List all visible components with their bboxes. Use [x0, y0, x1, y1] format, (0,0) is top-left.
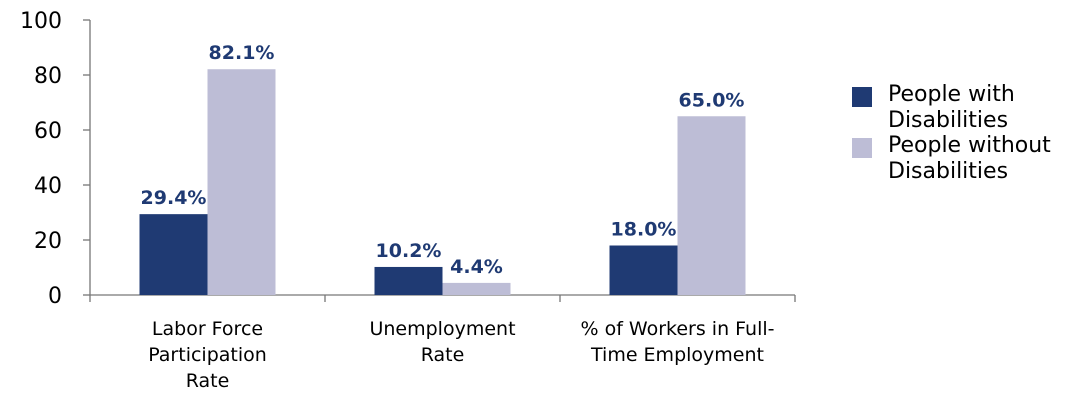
- bars: [139, 69, 746, 295]
- legend-label-line: People with: [888, 82, 1015, 107]
- x-category-label-line: Time Employment: [590, 344, 764, 366]
- y-tick-label: 100: [20, 9, 62, 34]
- y-tick-label: 0: [48, 284, 62, 309]
- x-category-label-line: Unemployment: [369, 318, 515, 340]
- bar: [207, 69, 276, 295]
- y-tick-label: 40: [34, 174, 62, 199]
- legend-label: People with Disabilities: [888, 82, 1015, 133]
- x-category-label: Unemployment Rate: [369, 318, 515, 366]
- legend-swatch: [852, 87, 872, 107]
- data-label: 10.2%: [376, 240, 442, 262]
- x-category-label-line: % of Workers in Full-: [580, 318, 774, 340]
- axes: 0 20 40 60 80 100 Labor Force Participation Rate…: [20, 9, 796, 392]
- data-labels: 29.4% 82.1% 10.2% 4.4% 18.0% 65.0%: [141, 42, 745, 278]
- data-label: 82.1%: [209, 42, 275, 64]
- bar: [374, 266, 443, 295]
- bar: [442, 282, 511, 295]
- x-category-label-line: Rate: [186, 370, 230, 392]
- legend-label-line: People without: [888, 133, 1051, 158]
- data-label: 65.0%: [679, 89, 745, 111]
- x-category-label-line: Rate: [421, 344, 465, 366]
- y-tick-label: 20: [34, 229, 62, 254]
- legend-swatch: [852, 138, 872, 158]
- y-tick-label: 60: [34, 119, 62, 144]
- y-tick-label: 80: [34, 64, 62, 89]
- x-category-label: Labor Force Participation Rate: [148, 318, 267, 392]
- legend-label-line: Disabilities: [888, 159, 1008, 184]
- data-label: 29.4%: [141, 187, 207, 209]
- data-label: 18.0%: [611, 219, 677, 241]
- data-label: 4.4%: [450, 256, 503, 278]
- bar: [677, 116, 746, 295]
- x-category-label-line: Labor Force: [152, 318, 263, 340]
- x-category-label: % of Workers in Full- Time Employment: [580, 318, 774, 366]
- legend-label-line: Disabilities: [888, 108, 1008, 133]
- legend-label: People without Disabilities: [888, 133, 1051, 184]
- bar: [139, 214, 208, 295]
- x-category-label-line: Participation: [148, 344, 267, 366]
- bar: [609, 245, 678, 295]
